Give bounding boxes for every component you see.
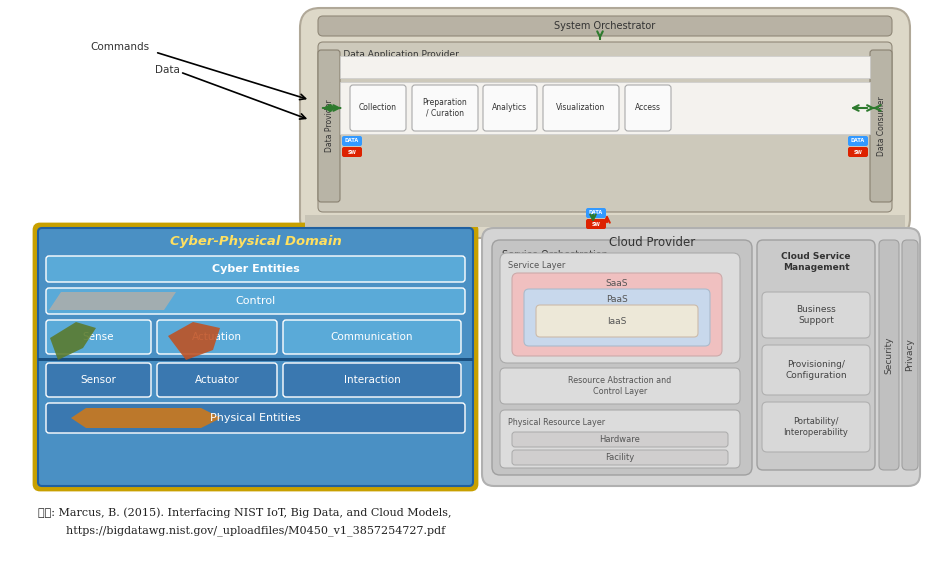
FancyBboxPatch shape (283, 363, 461, 397)
Polygon shape (168, 322, 220, 360)
Text: DATA: DATA (589, 211, 603, 216)
Text: Portability/
Interoperability: Portability/ Interoperability (784, 417, 848, 437)
FancyBboxPatch shape (762, 345, 870, 395)
Bar (340, 56, 870, 78)
Text: Data Provider: Data Provider (325, 100, 333, 153)
FancyBboxPatch shape (879, 240, 899, 470)
Text: SaaS: SaaS (606, 279, 628, 288)
Text: Collection: Collection (359, 104, 397, 113)
Bar (340, 82, 870, 134)
Text: Service Orchestration: Service Orchestration (502, 250, 608, 260)
FancyBboxPatch shape (46, 288, 465, 314)
Text: Commands: Commands (90, 42, 149, 52)
FancyBboxPatch shape (318, 42, 892, 212)
Text: Control: Control (236, 296, 276, 306)
FancyBboxPatch shape (625, 85, 671, 131)
FancyBboxPatch shape (500, 253, 740, 363)
FancyBboxPatch shape (492, 240, 752, 475)
Text: Resource Abstraction and
Control Layer: Resource Abstraction and Control Layer (568, 376, 671, 396)
Text: Security: Security (884, 336, 894, 374)
Text: Big Data Application Provider: Big Data Application Provider (326, 50, 459, 59)
FancyBboxPatch shape (870, 50, 892, 202)
FancyBboxPatch shape (34, 224, 477, 490)
FancyBboxPatch shape (157, 320, 277, 354)
Text: Physical Resource Layer: Physical Resource Layer (508, 418, 605, 427)
FancyBboxPatch shape (283, 320, 461, 354)
FancyBboxPatch shape (586, 208, 606, 218)
Text: SW: SW (347, 150, 357, 154)
FancyBboxPatch shape (512, 450, 728, 465)
Text: Provisioning/
Configuration: Provisioning/ Configuration (785, 360, 847, 379)
Text: SW: SW (854, 150, 862, 154)
Text: https://bigdatawg.nist.gov/_uploadfiles/M0450_v1_3857254727.pdf: https://bigdatawg.nist.gov/_uploadfiles/… (38, 525, 445, 536)
Text: Data Consumer: Data Consumer (876, 96, 885, 156)
FancyBboxPatch shape (848, 147, 868, 157)
FancyBboxPatch shape (512, 273, 722, 356)
FancyBboxPatch shape (757, 240, 875, 470)
FancyBboxPatch shape (762, 292, 870, 338)
FancyBboxPatch shape (536, 305, 698, 337)
FancyBboxPatch shape (318, 50, 340, 202)
FancyBboxPatch shape (46, 363, 151, 397)
FancyBboxPatch shape (350, 85, 406, 131)
Text: System Orchestrator: System Orchestrator (554, 21, 655, 31)
Text: PaaS: PaaS (606, 294, 627, 303)
Text: Interaction: Interaction (344, 375, 400, 385)
FancyBboxPatch shape (902, 240, 918, 470)
FancyBboxPatch shape (500, 410, 740, 468)
Text: Privacy: Privacy (906, 338, 914, 372)
FancyBboxPatch shape (524, 289, 710, 346)
Text: Preparation
/ Curation: Preparation / Curation (423, 99, 467, 118)
FancyBboxPatch shape (318, 16, 892, 36)
Text: SW: SW (591, 221, 600, 226)
Text: IaaS: IaaS (607, 316, 627, 325)
Text: DATA: DATA (851, 138, 865, 144)
FancyBboxPatch shape (300, 8, 910, 238)
FancyBboxPatch shape (157, 363, 277, 397)
Text: Facility: Facility (605, 453, 635, 462)
Bar (38, 358, 473, 361)
Polygon shape (49, 292, 176, 310)
Text: Cloud Service
Management: Cloud Service Management (781, 252, 851, 272)
Text: 瞐료: Marcus, B. (2015). Interfacing NIST IoT, Big Data, and Cloud Models,: 瞐료: Marcus, B. (2015). Interfacing NIST … (38, 507, 452, 517)
FancyBboxPatch shape (848, 136, 868, 146)
Polygon shape (71, 408, 221, 428)
FancyBboxPatch shape (46, 403, 465, 433)
FancyBboxPatch shape (762, 402, 870, 452)
FancyBboxPatch shape (482, 228, 920, 486)
Text: Actuator: Actuator (195, 375, 239, 385)
Text: Sense: Sense (83, 332, 115, 342)
FancyBboxPatch shape (46, 256, 465, 282)
Text: Hardware: Hardware (600, 435, 641, 444)
Text: Cyber-Physical Domain: Cyber-Physical Domain (169, 235, 342, 248)
FancyBboxPatch shape (483, 85, 537, 131)
Polygon shape (50, 322, 96, 360)
Text: Data: Data (155, 65, 180, 75)
FancyBboxPatch shape (512, 432, 728, 447)
FancyBboxPatch shape (500, 368, 740, 404)
Text: Physical Entities: Physical Entities (210, 413, 301, 423)
FancyBboxPatch shape (342, 136, 362, 146)
Text: Visualization: Visualization (557, 104, 606, 113)
Text: Analytics: Analytics (492, 104, 528, 113)
Text: Service Layer: Service Layer (508, 261, 565, 270)
FancyBboxPatch shape (586, 219, 606, 229)
FancyBboxPatch shape (342, 147, 362, 157)
Text: Sensor: Sensor (81, 375, 116, 385)
FancyBboxPatch shape (38, 228, 473, 486)
Text: Business
Support: Business Support (796, 305, 836, 325)
Text: Cyber Entities: Cyber Entities (211, 264, 300, 274)
Text: Cloud Provider: Cloud Provider (609, 235, 695, 248)
Text: DATA: DATA (345, 138, 359, 144)
FancyBboxPatch shape (46, 320, 151, 354)
FancyBboxPatch shape (412, 85, 478, 131)
Bar (305, 215, 905, 227)
Text: Communication: Communication (331, 332, 413, 342)
Text: Actuation: Actuation (192, 332, 242, 342)
Text: Access: Access (635, 104, 661, 113)
FancyBboxPatch shape (543, 85, 619, 131)
